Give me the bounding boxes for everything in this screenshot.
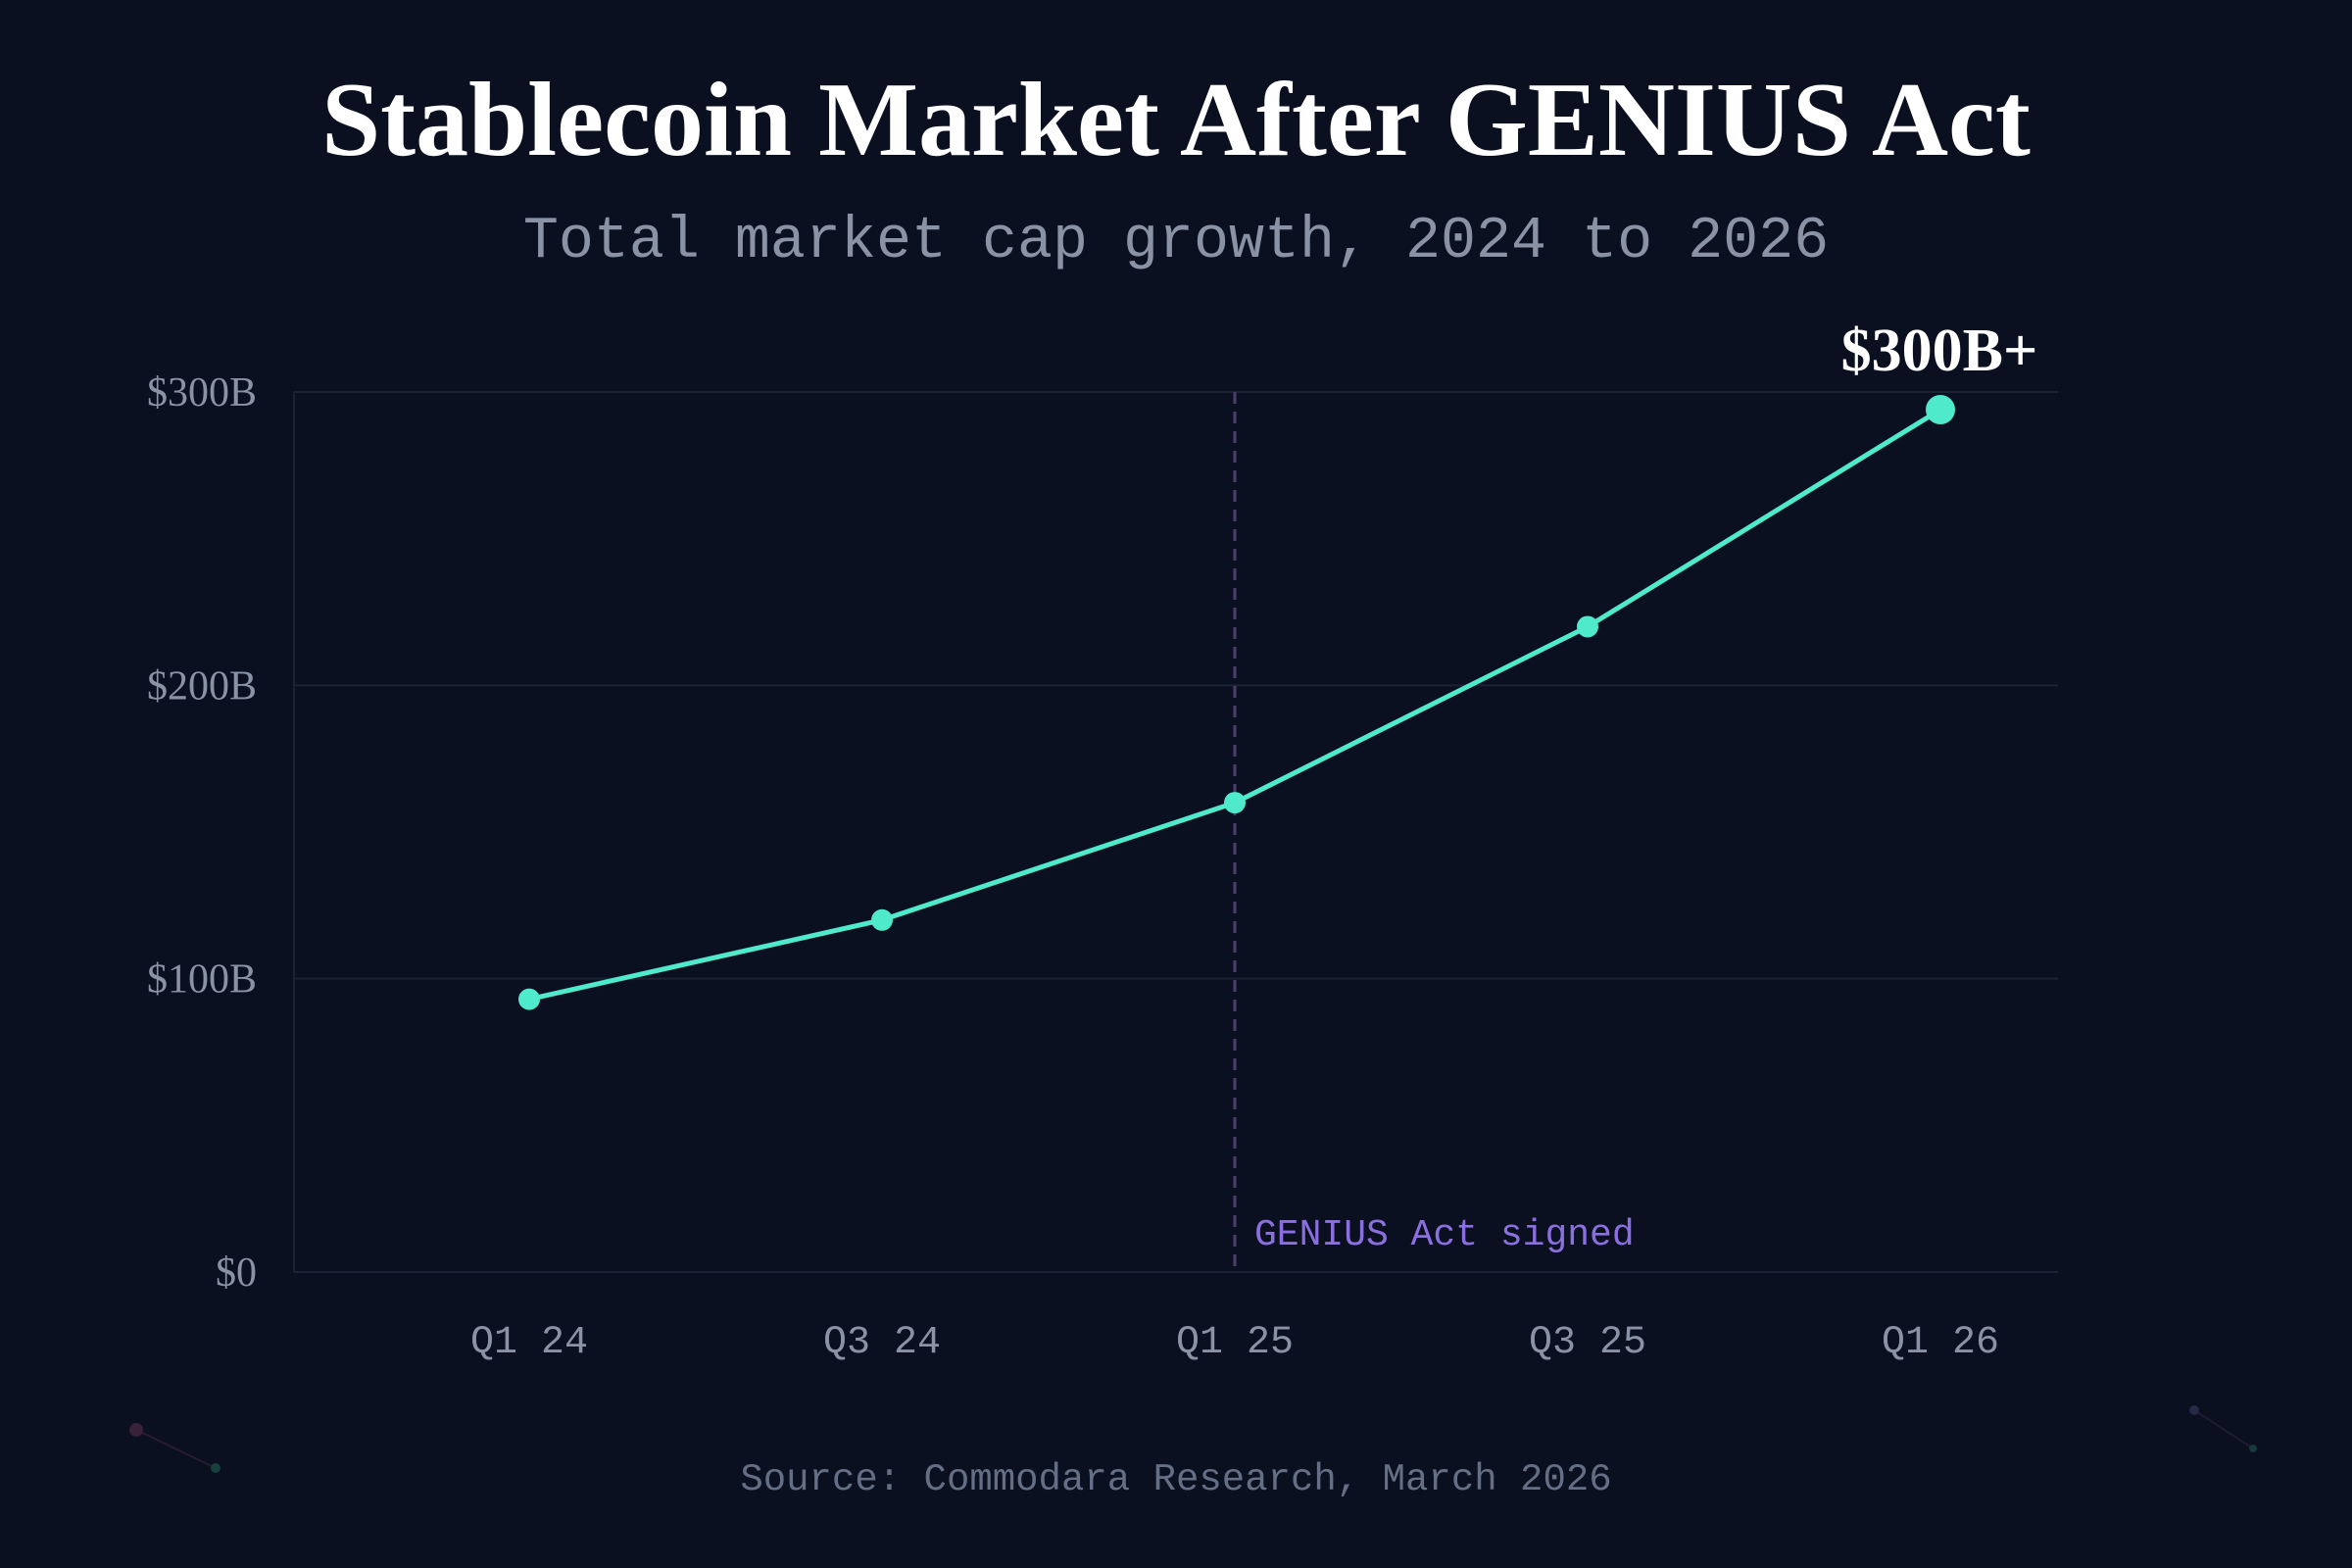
x-tick-label: Q1 24	[470, 1321, 588, 1365]
x-tick-label: Q1 26	[1882, 1321, 1999, 1365]
x-tick-label: Q1 25	[1176, 1321, 1294, 1365]
data-point	[1577, 615, 1598, 638]
chart-subtitle: Total market cap growth, 2024 to 2026	[523, 209, 1829, 275]
end-value-label: $300B+	[1841, 318, 2038, 384]
event-label: GENIUS Act signed	[1254, 1214, 1635, 1256]
data-point	[1926, 394, 1955, 424]
y-tick-label: $0	[216, 1250, 257, 1296]
chart-title: Stablecoin Market After GENIUS Act	[321, 62, 2031, 178]
data-point	[1224, 792, 1246, 814]
event-marker: GENIUS Act signed	[1233, 392, 1635, 1272]
y-tick-label: $100B	[147, 957, 257, 1003]
grid	[293, 391, 2058, 1273]
data-point	[871, 908, 893, 931]
data-point	[518, 988, 540, 1010]
decorative-dots	[129, 1405, 2257, 1473]
y-axis: $0 $100B $200B $300B	[147, 370, 257, 1296]
source-note: Source: Commodara Research, March 2026	[740, 1458, 1611, 1501]
y-tick-label: $200B	[147, 663, 257, 709]
x-tick-label: Q3 25	[1529, 1321, 1646, 1365]
series-line	[518, 394, 1955, 1010]
x-axis: Q1 24 Q3 24 Q1 25 Q3 25 Q1 26	[470, 1321, 1999, 1365]
x-tick-label: Q3 24	[823, 1321, 941, 1365]
y-tick-label: $300B	[147, 370, 257, 416]
